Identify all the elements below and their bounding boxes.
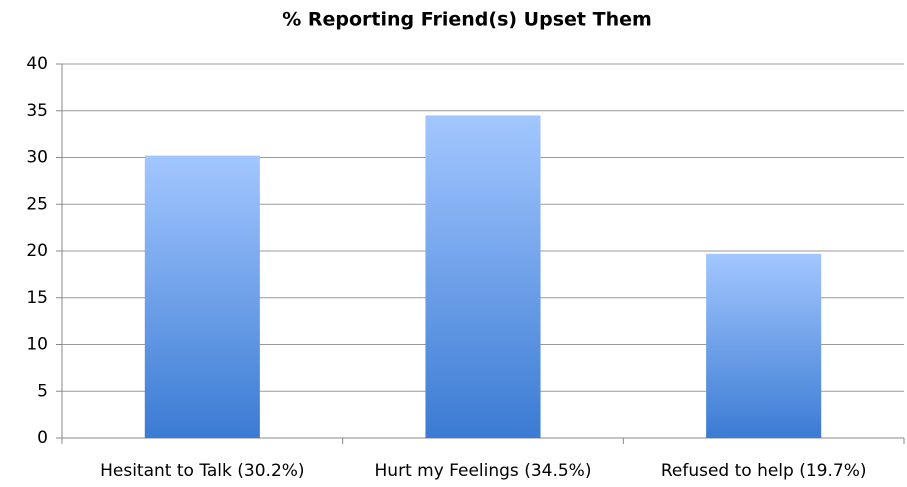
x-tick-label: Refused to help (19.7%)	[661, 461, 867, 481]
x-tick-label: Hurt my Feelings (34.5%)	[375, 461, 592, 481]
x-tick-label: Hesitant to Talk (30.2%)	[100, 461, 304, 481]
y-tick-label: 0	[37, 428, 48, 448]
y-tick-label: 40	[26, 54, 48, 74]
y-tick-label: 20	[26, 241, 48, 261]
chart-title: % Reporting Friend(s) Upset Them	[282, 9, 652, 31]
y-tick-label: 35	[26, 101, 48, 121]
y-tick-label: 10	[26, 335, 48, 355]
y-tick-label: 5	[37, 381, 48, 401]
bar	[706, 253, 822, 438]
y-tick-label: 15	[26, 288, 48, 308]
y-tick-label: 25	[26, 194, 48, 214]
bar	[425, 115, 541, 439]
y-tick-label: 30	[26, 148, 48, 168]
bar	[144, 155, 260, 438]
